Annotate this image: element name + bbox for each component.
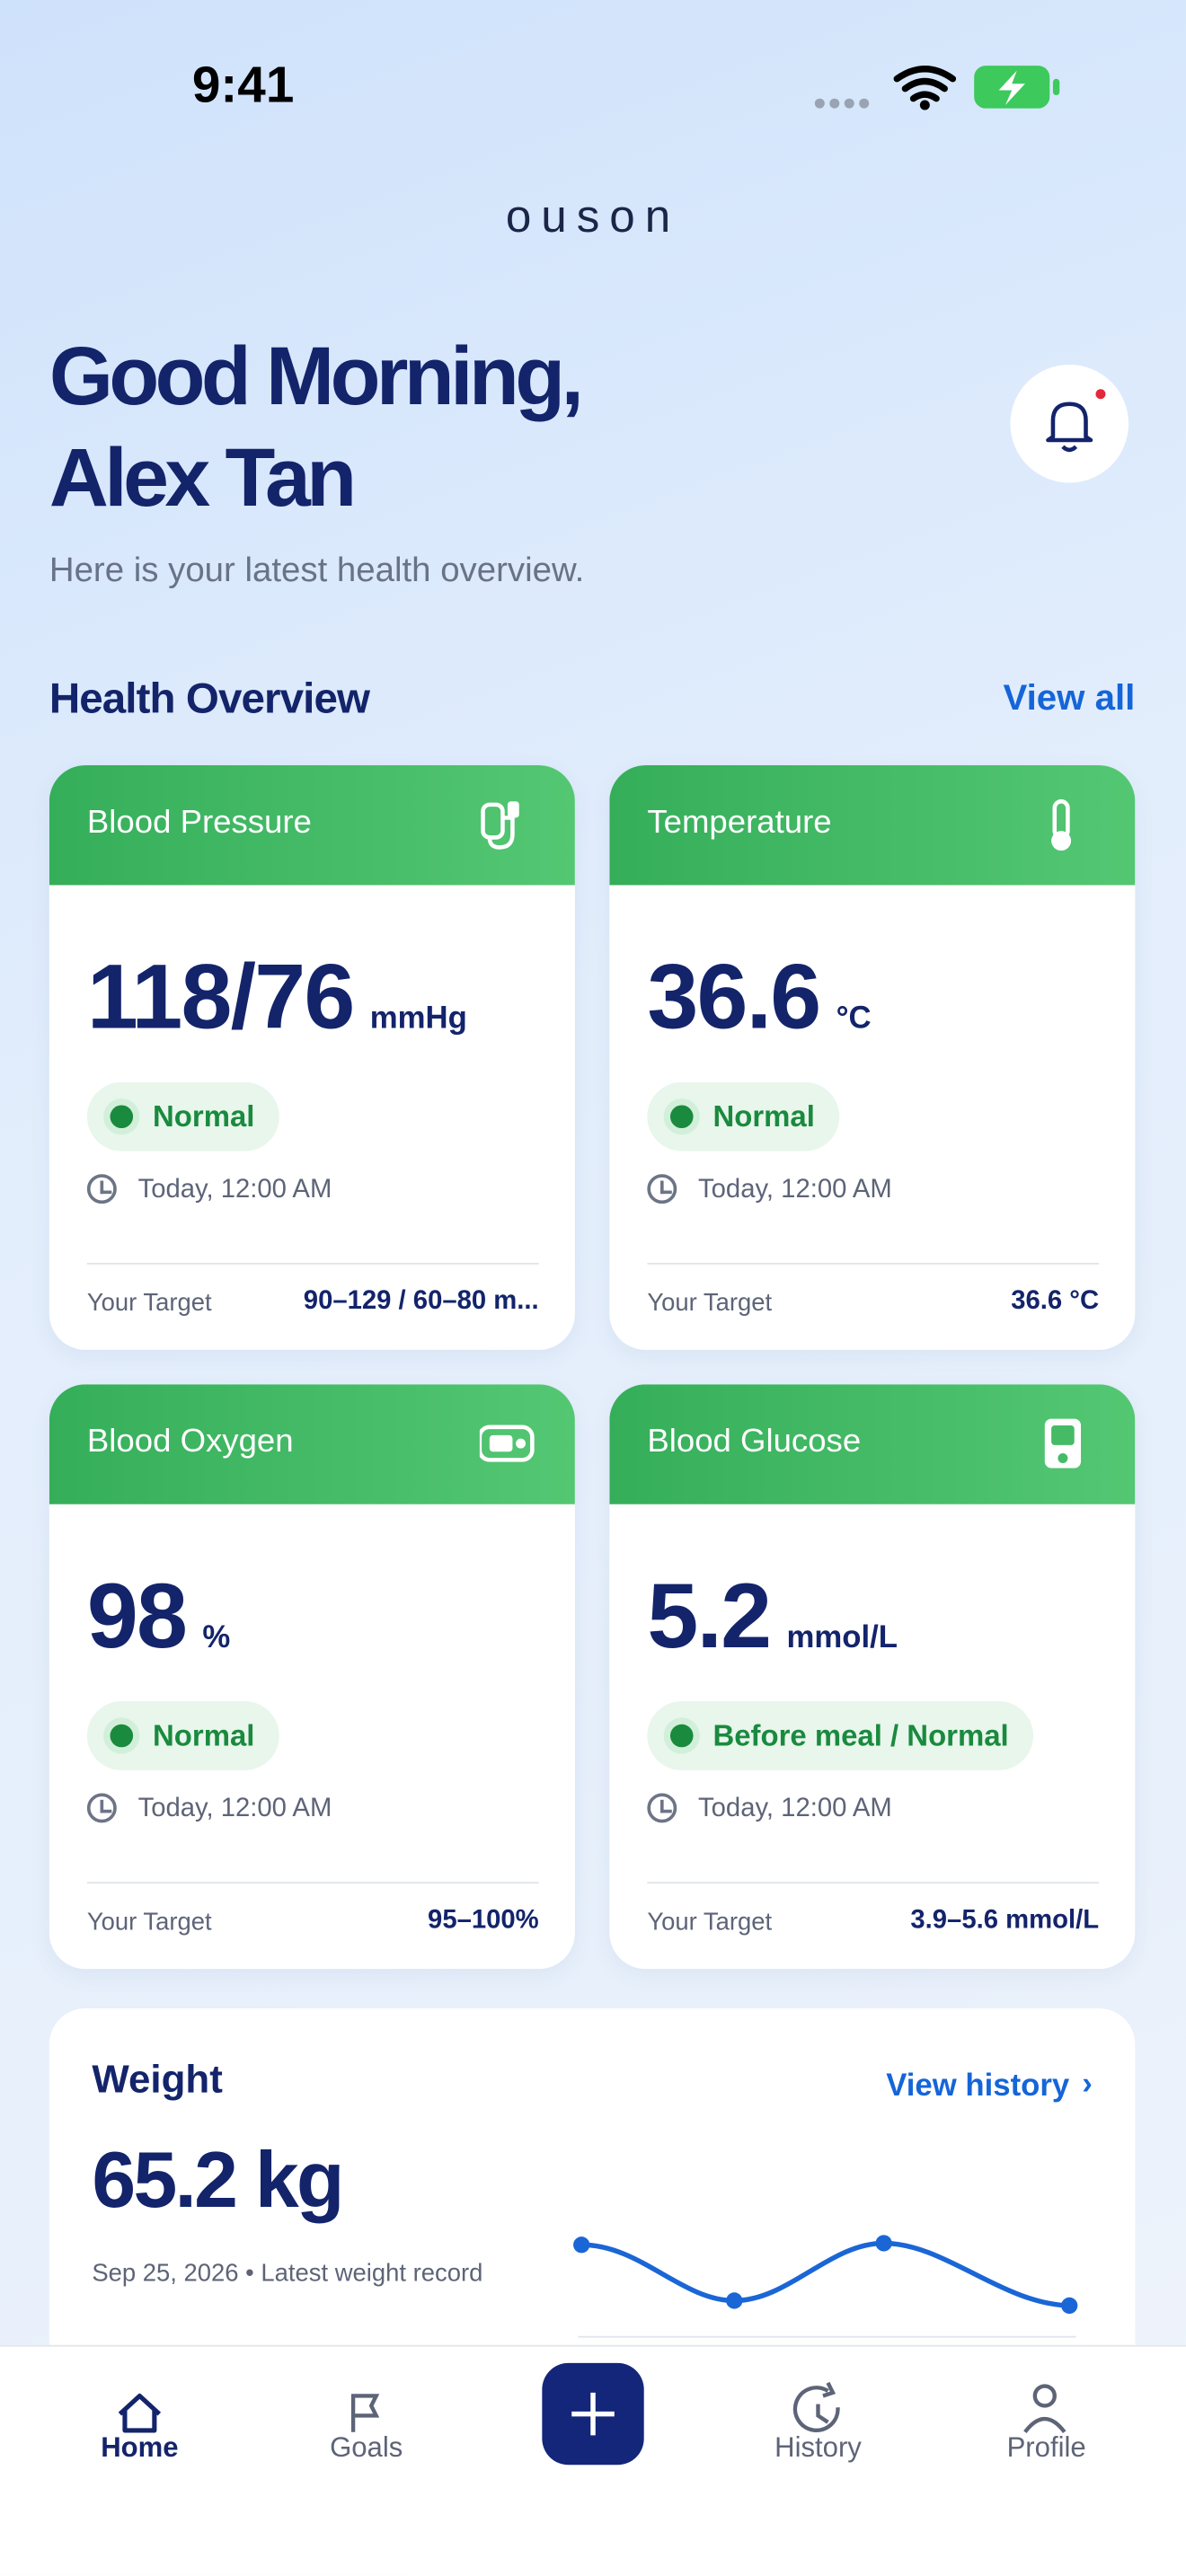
chevron: ›: [1082, 2067, 1093, 2103]
card-header: [49, 764, 575, 886]
metric-card[interactable]: Blood Pressure 118/76 mmHg Normal Today, 12:…: [49, 764, 575, 1350]
card-title: Blood Oxygen: [86, 1424, 294, 1460]
divider: [86, 1262, 539, 1265]
nav-profile[interactable]: Profile: [1006, 2431, 1086, 2464]
value-unit: %: [202, 1620, 231, 1655]
value-number: 98: [86, 1563, 188, 1667]
nav-goals[interactable]: Goals: [330, 2431, 403, 2464]
target-label: Your Target: [647, 1908, 773, 1936]
weight-value: 65.2 kg: [92, 2138, 344, 2226]
view-history-link[interactable]: View history: [886, 2069, 1070, 2104]
card-icon: [1044, 1418, 1082, 1469]
clock-hand: [659, 1180, 672, 1195]
value-number: 36.6: [647, 944, 821, 1048]
record-time: Today, 12:00 AM: [137, 1795, 332, 1823]
card-title: Blood Pressure: [86, 804, 312, 842]
record-time: Today, 12:00 AM: [137, 1176, 332, 1204]
clock-hand: [100, 1180, 112, 1195]
card-title: Temperature: [647, 804, 832, 842]
record-time: Today, 12:00 AM: [698, 1795, 892, 1823]
divider: [647, 1882, 1100, 1884]
weight-sparkline: [573, 2235, 1078, 2338]
metric-value: 98%: [87, 1562, 230, 1669]
clock-icon: [647, 1174, 677, 1204]
metric-card[interactable]: Blood Glucose 5.2 mmol/L Before meal / Norm…: [609, 1384, 1136, 1970]
metric-value: 36.6 °C: [647, 942, 871, 1049]
card-icon: [479, 1425, 535, 1462]
target-label: Your Target: [647, 1289, 773, 1318]
clock-icon: [86, 1174, 117, 1204]
card-header: [49, 1384, 575, 1504]
target-value: 3.9–5.6 mmol/L: [910, 1906, 1100, 1935]
value-unit: °C: [836, 1001, 872, 1037]
nav-home[interactable]: Home: [101, 2431, 179, 2464]
status-pill: Normal: [647, 1081, 840, 1151]
clock-hand: [100, 1799, 112, 1813]
nav-history[interactable]: History: [774, 2431, 862, 2464]
divider: [86, 1882, 539, 1884]
bottom-nav: Home Goals History Profile: [0, 2344, 1186, 2575]
target-value: 95–100%: [428, 1906, 539, 1935]
clock-hand: [659, 1799, 672, 1813]
metric-card[interactable]: Blood Oxygen 98% Normal Today, 12:00 AM Your…: [49, 1384, 575, 1970]
card-title: Blood Glucose: [647, 1424, 862, 1460]
status-text: Before meal / Normal: [712, 1718, 1009, 1751]
clock-icon: [86, 1793, 117, 1823]
target-value: 90–129 / 60–80 m...: [303, 1287, 539, 1316]
value-unit: mmol/L: [786, 1620, 898, 1655]
user-name: Alex Tan: [49, 431, 357, 525]
subtitle: Here is your latest health overview.: [49, 551, 585, 590]
target-value: 36.6 °C: [1011, 1287, 1100, 1316]
nav-icons: [118, 2362, 1067, 2466]
weight-note: Sep 25, 2026 • Latest weight record: [92, 2259, 483, 2288]
metric-value: 5.2 mmol/L: [647, 1562, 898, 1669]
view-all-link[interactable]: View all: [1003, 676, 1136, 718]
greeting: Good Morning,: [49, 330, 584, 422]
weight-title: Weight: [92, 2057, 223, 2103]
card-header: [609, 764, 1136, 886]
card-icon: [1051, 798, 1072, 851]
notification-button[interactable]: [1005, 361, 1137, 492]
status-pill: Normal: [86, 1081, 279, 1151]
status-icons: [814, 66, 1060, 110]
clock-icon: [647, 1793, 677, 1823]
status-time: 9:41: [191, 56, 295, 114]
metric-value: 118/76 mmHg: [87, 942, 467, 1049]
logo: ouson: [505, 190, 681, 242]
divider: [647, 1262, 1100, 1265]
target-label: Your Target: [86, 1908, 212, 1936]
record-time: Today, 12:00 AM: [698, 1176, 892, 1204]
status-text: Normal: [153, 1718, 255, 1751]
status-pill: Normal: [86, 1701, 279, 1770]
value-number: 5.2: [647, 1563, 772, 1667]
value-number: 118/76: [86, 944, 355, 1048]
status-text: Normal: [153, 1099, 255, 1133]
status-pill: Before meal / Normal: [647, 1701, 1034, 1770]
status-text: Normal: [712, 1099, 815, 1133]
section-title: Health Overview: [49, 673, 370, 723]
value-unit: mmHg: [369, 1001, 467, 1037]
metric-card[interactable]: Temperature 36.6 °C Normal Today, 12:00 AM Yo…: [609, 764, 1136, 1350]
card-icon: [481, 801, 519, 850]
target-label: Your Target: [86, 1289, 212, 1318]
